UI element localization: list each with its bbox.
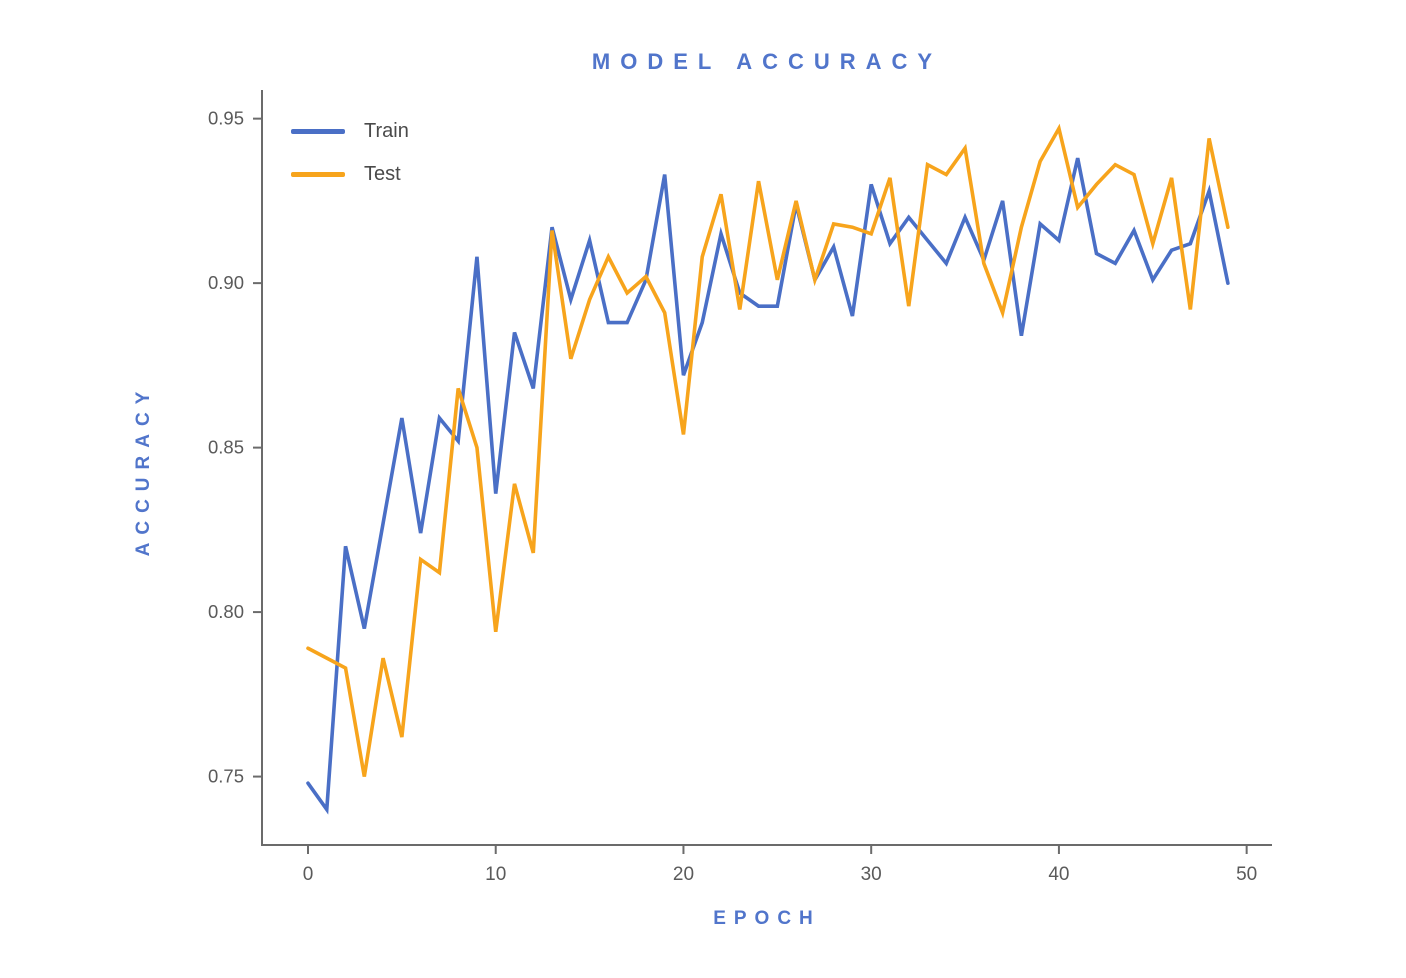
train-line	[306, 157, 1230, 815]
y-tick-label: 0.90	[208, 272, 244, 293]
y-tick-label: 0.85	[208, 437, 244, 458]
legend-label-test: Test	[364, 163, 401, 185]
legend-item-train: Train	[291, 110, 409, 153]
x-tick-label: 20	[673, 864, 694, 885]
y-tick-label: 0.95	[208, 108, 244, 129]
legend-item-test: Test	[291, 153, 409, 196]
x-tick-label: 30	[861, 864, 882, 885]
legend-label-train: Train	[364, 120, 409, 142]
y-tick-label: 0.80	[208, 601, 244, 622]
test-line	[306, 123, 1230, 777]
legend: Train Test	[291, 110, 409, 196]
x-tick-label: 10	[485, 864, 506, 885]
chart-title: MODEL ACCURACY	[591, 49, 943, 74]
legend-swatch-train	[291, 129, 345, 134]
x-tick-label: 50	[1236, 864, 1257, 885]
y-tick-label: 0.75	[208, 766, 244, 787]
x-tick-label: 0	[303, 864, 314, 885]
legend-swatch-test	[291, 172, 345, 177]
x-axis-label: EPOCH	[713, 908, 821, 929]
x-tick-label: 40	[1048, 864, 1069, 885]
y-axis-label: ACCURACY	[133, 383, 154, 557]
